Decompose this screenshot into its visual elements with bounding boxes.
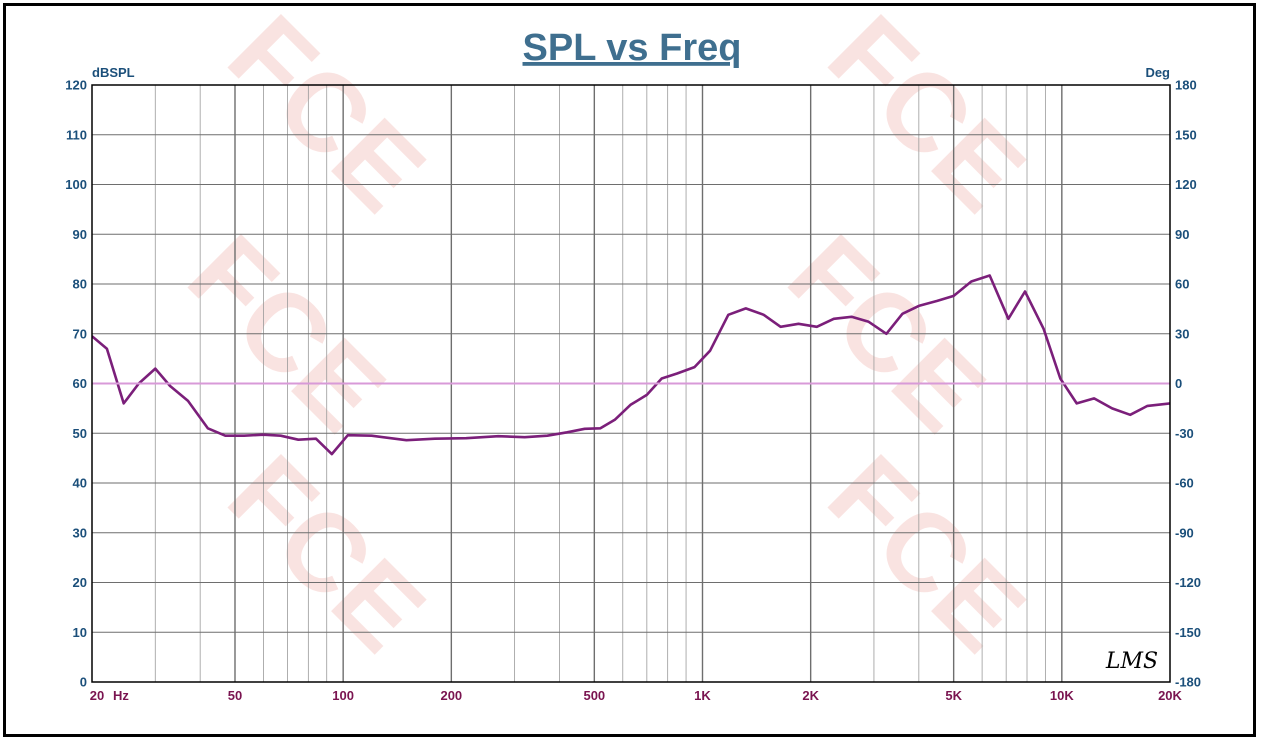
y-right-tick-label: -60 [1175,476,1194,491]
y-right-tick-label: -120 [1175,575,1201,590]
y-right-tick-label: -150 [1175,625,1201,640]
y-right-tick-label: -90 [1175,525,1194,540]
series-layer [92,274,1170,456]
x-tick-label: 10K [1050,688,1074,703]
y-left-tick-label: 70 [73,326,87,341]
plot-border [91,84,1171,683]
x-tick-label: 2K [802,688,819,703]
x-tick-label: 5K [945,688,962,703]
x-tick-label: 1K [694,688,711,703]
y-left-tick-label: 80 [73,277,87,292]
y-left-tick-label: 20 [73,575,87,590]
watermark-text: FCE [805,0,1048,235]
x-tick-label: 50 [228,688,242,703]
y-left-tick-label: 60 [73,376,87,391]
y-right-tick-label: 150 [1175,127,1197,142]
x-tick-label: 100 [332,688,354,703]
y-right-tick-label: 180 [1175,78,1197,93]
y-right-tick-label: 0 [1175,376,1182,391]
x-tick-label: 20 [90,688,104,703]
y-right-tick-label: 60 [1175,277,1189,292]
lms-signature: LMS [1105,649,1158,674]
y-right-tick-label: 90 [1175,227,1189,242]
watermark-text: FCE [805,432,1048,675]
y-right-tick-label: -180 [1175,675,1201,690]
y-left-tick-label: 10 [73,625,87,640]
y-right-unit-label: Deg [1145,65,1170,80]
y-left-tick-label: 110 [66,127,87,142]
y-right-tick-label: 30 [1175,326,1189,341]
y-right-tick-label: 120 [1175,177,1197,192]
y-right-tick-label: -30 [1175,426,1194,441]
x-tick-label: 500 [583,688,605,703]
y-left-tick-label: 0 [80,675,87,690]
spl-series-line [92,274,1170,456]
x-tick-label: 200 [440,688,462,703]
chart-frame [3,3,1256,737]
y-left-tick-label: 120 [65,78,87,93]
chart-title: SPL vs Freq [523,27,742,69]
y-left-tick-label: 90 [73,227,87,242]
axis-tick-labels: 0 10 20 30 40 50 60 70 80 90 100 110 120 -180 -150 -120… [65,78,1201,704]
y-left-tick-label: 50 [73,426,87,441]
y-left-unit-label: dBSPL [92,65,135,80]
x-unit-label: Hz [113,688,129,703]
y-left-tick-label: 100 [65,177,87,192]
y-left-tick-label: 30 [73,525,87,540]
x-tick-label: 20K [1158,688,1182,703]
y-left-tick-label: 40 [73,476,87,491]
